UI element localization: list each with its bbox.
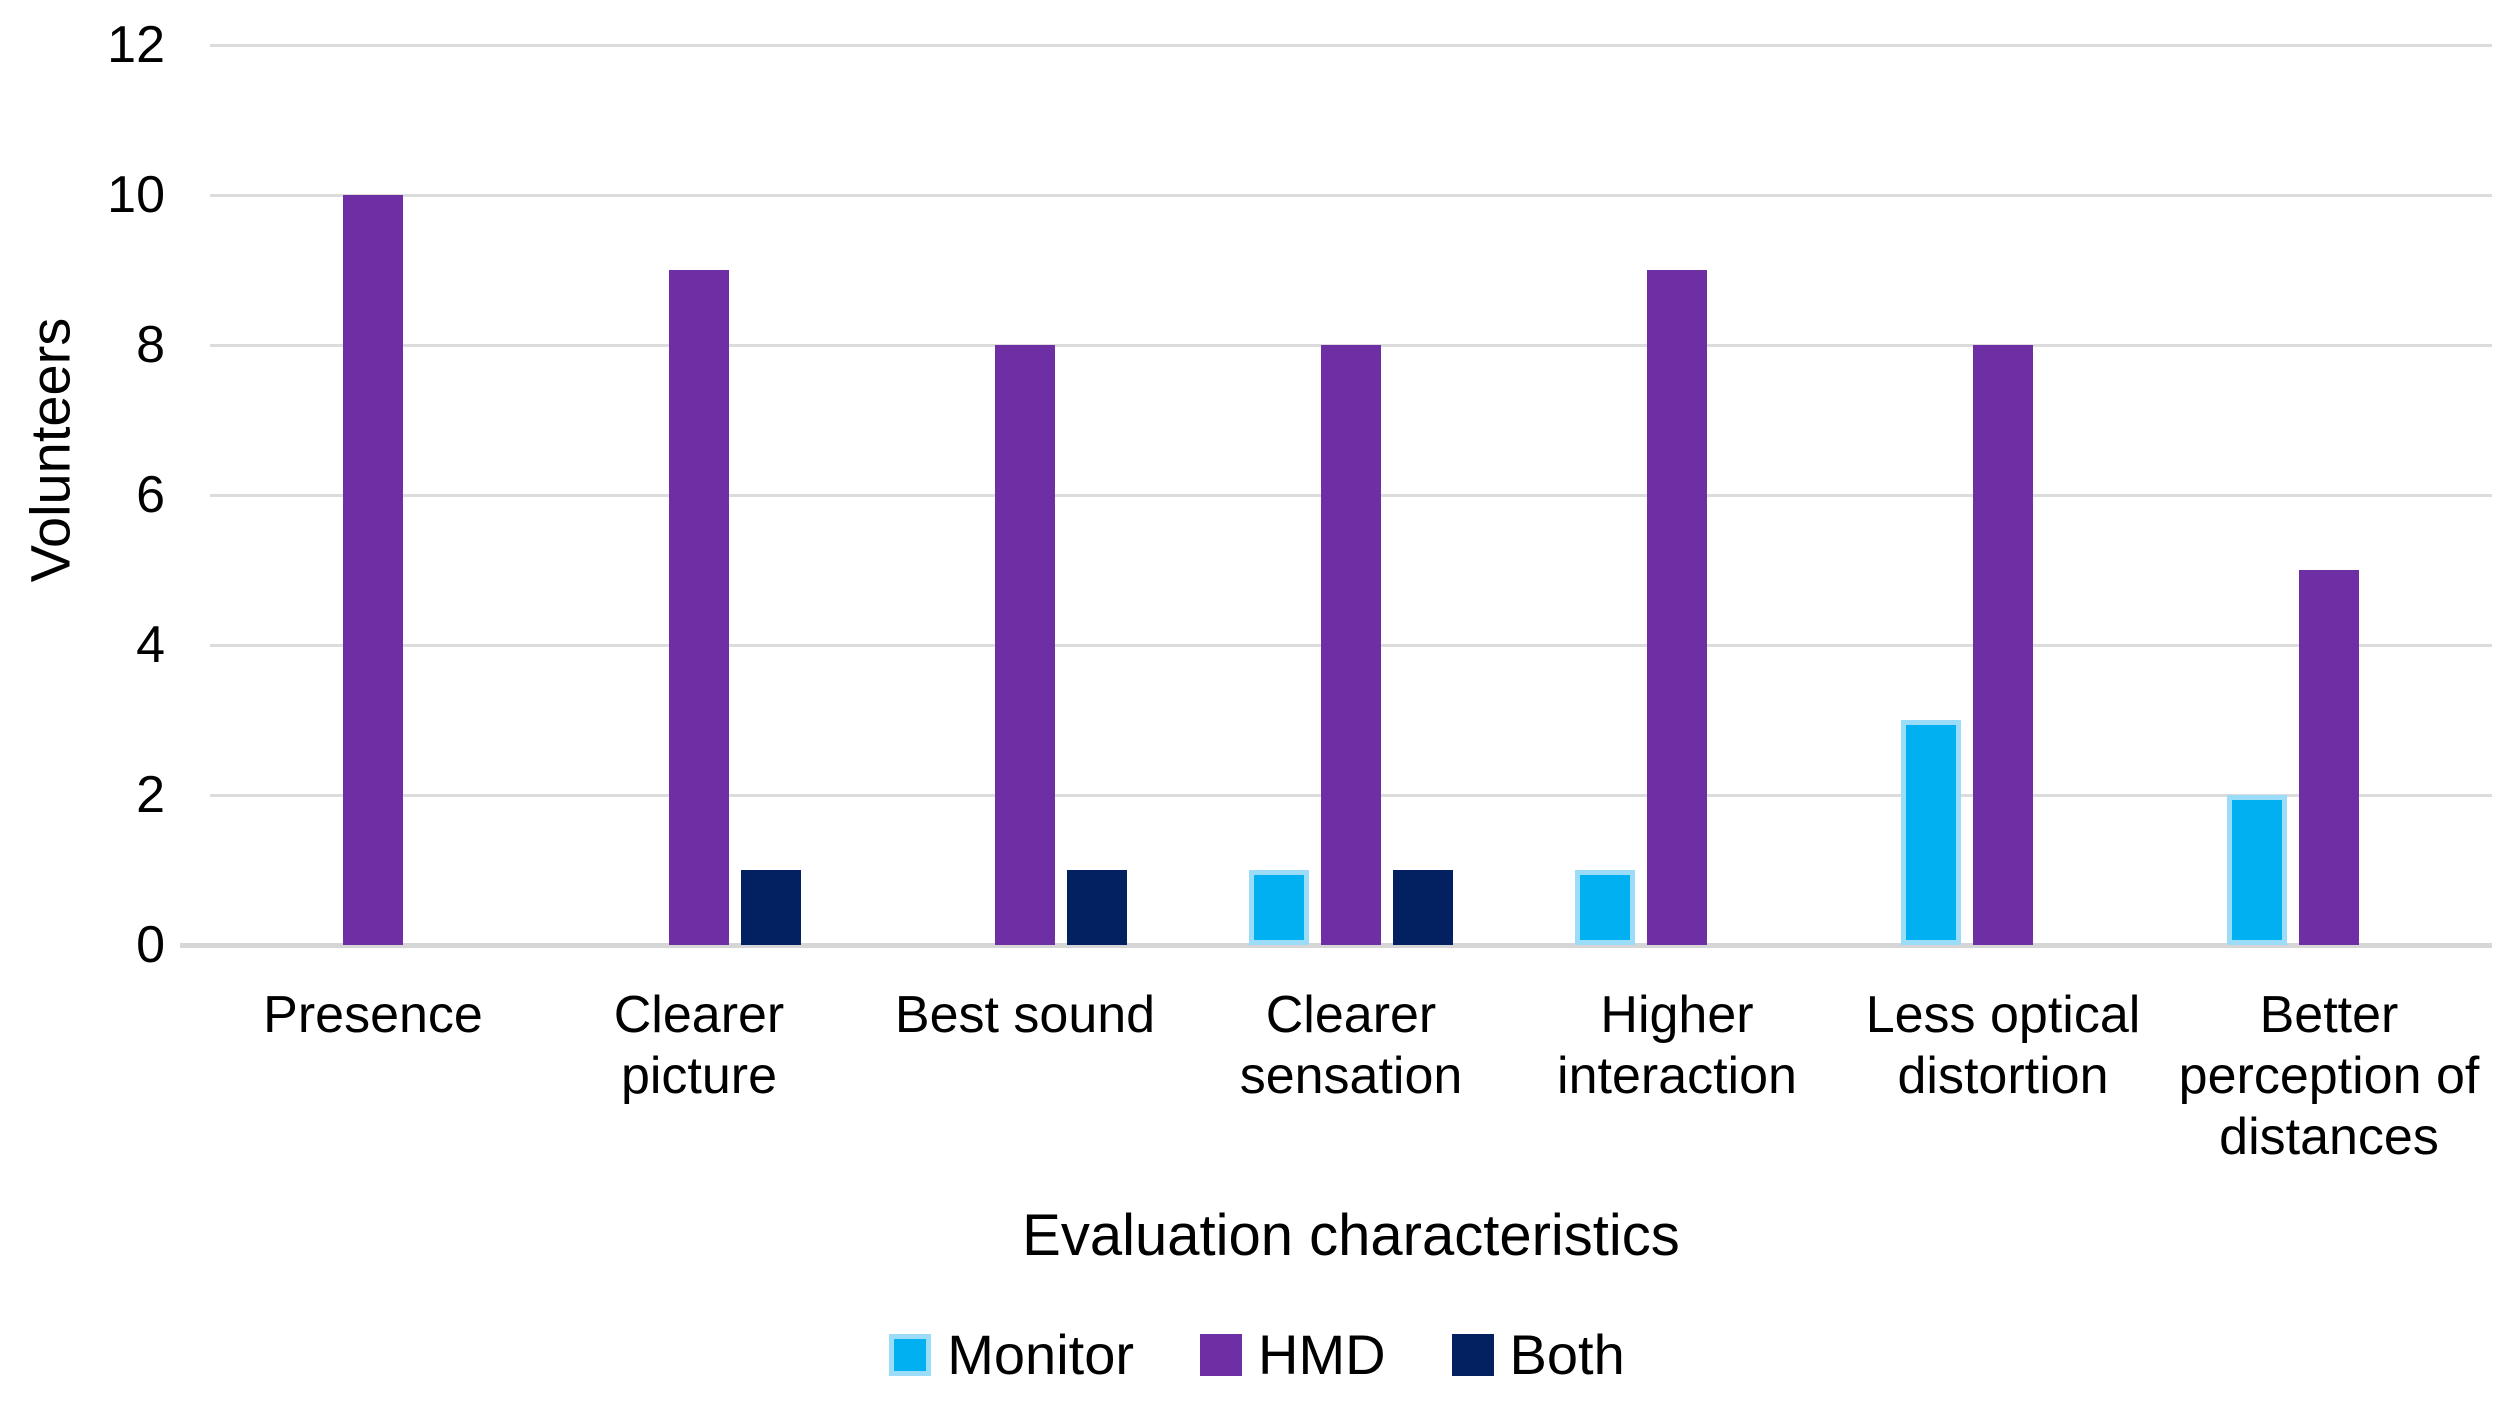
x-category-label-less-optical-distortion: Less optical distortion: [1865, 986, 2141, 1105]
legend-label-hmd: HMD: [1258, 1323, 1386, 1386]
bar-monitor-clearer-sensation: [1249, 870, 1309, 945]
y-tick-label-10: 10: [107, 166, 165, 224]
x-axis-title: Evaluation characteristics: [1022, 1203, 1680, 1268]
y-tick-label-8: 8: [136, 316, 165, 374]
y-axis-title: Volunteers: [18, 317, 82, 583]
y-tick-label-0: 0: [136, 916, 165, 974]
legend-swatch-both-icon: [1451, 1333, 1494, 1376]
x-category-label-better-perception-of-distances: Better perception of distances: [2178, 986, 2480, 1166]
gridline-y10: [210, 194, 2492, 197]
bar-monitor-better-perception-of-distances: [2227, 795, 2287, 945]
x-category-label-best-sound: Best sound: [894, 986, 1156, 1044]
x-category-label-presence: Presence: [263, 986, 483, 1044]
legend: Monitor HMD Both: [0, 1322, 2514, 1387]
legend-label-monitor: Monitor: [947, 1323, 1134, 1386]
x-category-label-clearer-sensation: Clearer sensation: [1239, 986, 1463, 1105]
y-tick-label-2: 2: [136, 766, 165, 824]
bar-both-clearer-sensation: [1393, 870, 1453, 945]
x-category-label-higher-interaction: Higher interaction: [1557, 986, 1797, 1105]
x-axis-line: [180, 943, 2492, 948]
bar-hmd-higher-interaction: [1647, 270, 1707, 945]
bar-hmd-clearer-sensation: [1321, 345, 1381, 945]
bar-hmd-less-optical-distortion: [1973, 345, 2033, 945]
legend-item-monitor: Monitor: [889, 1322, 1134, 1387]
y-tick-label-6: 6: [136, 466, 165, 524]
bar-monitor-higher-interaction: [1575, 870, 1635, 945]
legend-item-both: Both: [1451, 1322, 1625, 1387]
plot-area: [180, 44, 2492, 948]
x-category-label-clearer-picture: Clearer picture: [613, 986, 785, 1105]
legend-swatch-hmd-icon: [1200, 1333, 1242, 1376]
legend-label-both: Both: [1509, 1323, 1625, 1386]
y-tick-label-12: 12: [107, 16, 165, 74]
bar-both-best-sound: [1067, 870, 1127, 945]
bar-hmd-better-perception-of-distances: [2299, 570, 2359, 945]
y-tick-label-4: 4: [136, 616, 165, 674]
legend-swatch-monitor-icon: [889, 1333, 932, 1376]
bar-hmd-best-sound: [995, 345, 1055, 945]
bar-both-clearer-picture: [741, 870, 801, 945]
legend-item-hmd: HMD: [1200, 1322, 1386, 1387]
bar-monitor-less-optical-distortion: [1901, 720, 1961, 945]
gridline-y12: [210, 44, 2492, 47]
bar-hmd-clearer-picture: [669, 270, 729, 945]
bar-hmd-presence: [343, 195, 403, 945]
